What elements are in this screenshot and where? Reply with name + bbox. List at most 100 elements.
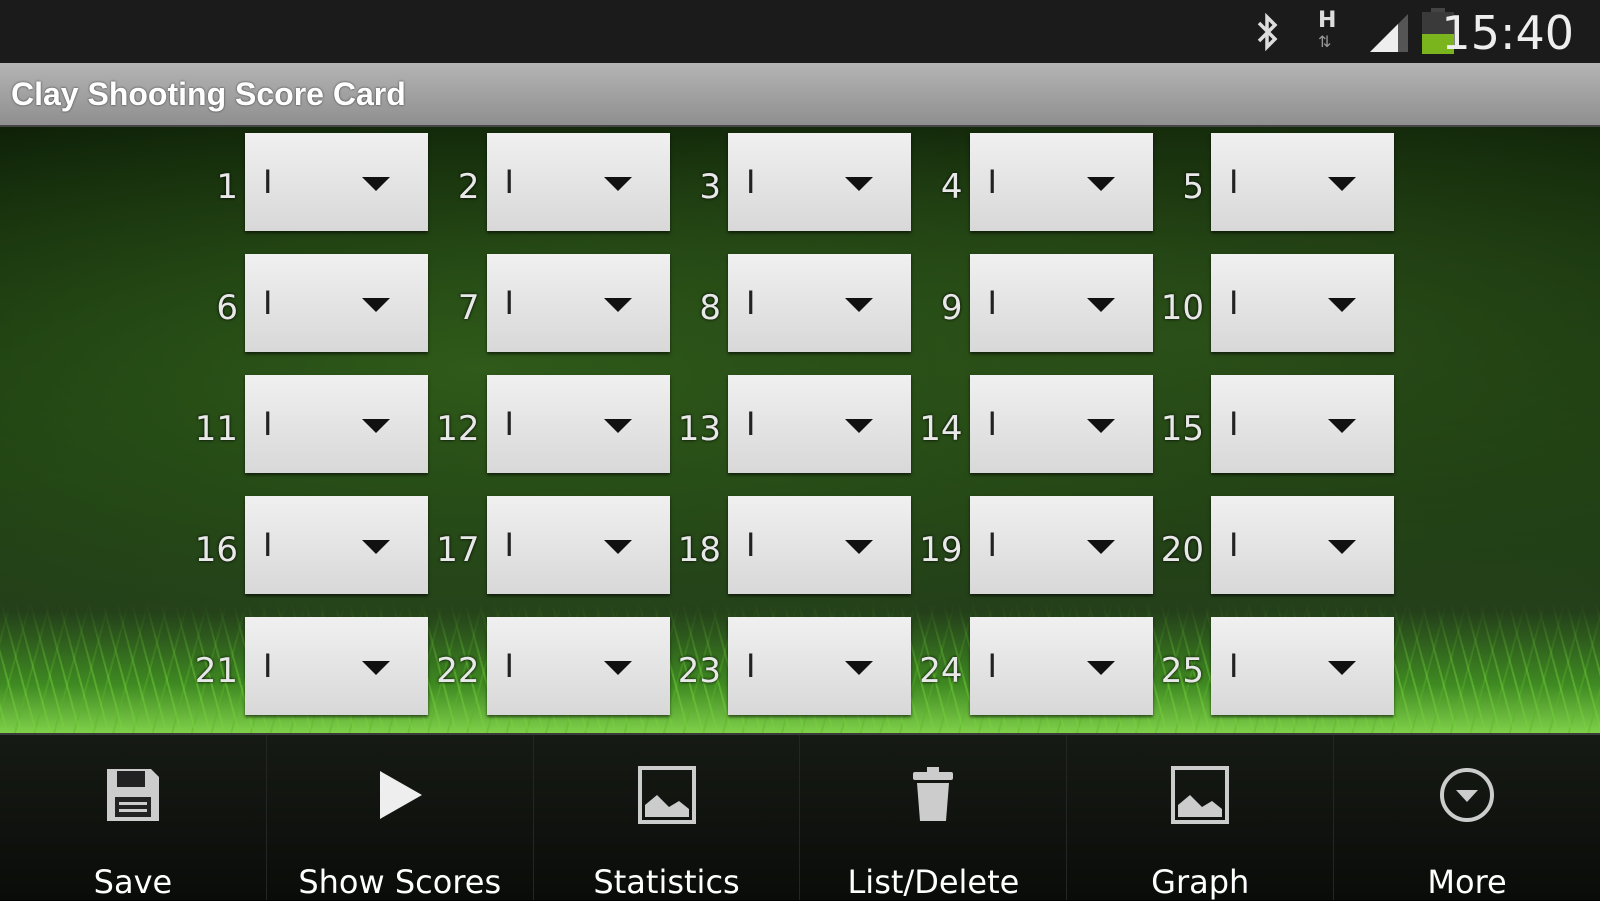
- score-spinner[interactable]: I: [1211, 375, 1394, 473]
- save-button[interactable]: Save: [0, 735, 266, 901]
- spinner-value: I: [987, 526, 997, 564]
- dropdown-arrow-icon: [1086, 661, 1115, 675]
- score-spinner[interactable]: I: [728, 133, 911, 231]
- action-label: Show Scores: [298, 863, 502, 901]
- score-spinner[interactable]: I: [1211, 617, 1394, 715]
- score-spinner[interactable]: I: [245, 375, 428, 473]
- dropdown-arrow-icon: [603, 661, 632, 675]
- score-spinner[interactable]: I: [1211, 254, 1394, 352]
- score-cell: 22 I: [430, 617, 670, 715]
- more-icon: [1437, 765, 1497, 825]
- spinner-value: I: [987, 647, 997, 685]
- score-spinner[interactable]: I: [486, 133, 670, 231]
- spinner-value: I: [504, 526, 514, 564]
- image-icon: [1170, 765, 1230, 825]
- spinner-value: I: [1229, 647, 1239, 685]
- score-spinner[interactable]: I: [969, 375, 1153, 473]
- spinner-value: I: [987, 405, 997, 443]
- list-delete-button[interactable]: List/Delete: [799, 735, 1066, 901]
- dropdown-arrow-icon: [1328, 298, 1356, 312]
- statistics-button[interactable]: Statistics: [532, 735, 800, 901]
- dropdown-arrow-icon: [1086, 540, 1115, 554]
- score-spinner[interactable]: I: [969, 617, 1153, 715]
- spinner-value: I: [746, 405, 756, 443]
- spinner-value: I: [263, 526, 273, 564]
- show-scores-button[interactable]: Show Scores: [265, 735, 533, 901]
- score-spinner[interactable]: I: [486, 617, 670, 715]
- score-cell: 6 I: [188, 254, 428, 352]
- score-spinner[interactable]: I: [728, 375, 911, 473]
- spinner-value: I: [504, 163, 514, 201]
- score-spinner[interactable]: I: [728, 254, 911, 352]
- spinner-value: I: [263, 647, 273, 685]
- spinner-value: I: [263, 405, 273, 443]
- dropdown-arrow-icon: [362, 540, 390, 554]
- score-spinner[interactable]: I: [245, 496, 428, 594]
- target-number: 8: [699, 288, 721, 328]
- score-cell: 7 I: [430, 254, 670, 352]
- target-number: 17: [436, 530, 480, 570]
- target-number: 7: [457, 288, 480, 328]
- score-cell: 25 I: [1154, 617, 1394, 715]
- spinner-value: I: [504, 405, 514, 443]
- dropdown-arrow-icon: [1328, 177, 1356, 191]
- score-cell: 19 I: [913, 496, 1153, 594]
- score-spinner[interactable]: I: [486, 375, 670, 473]
- target-number: 4: [940, 167, 963, 207]
- dropdown-arrow-icon: [603, 419, 632, 433]
- dropdown-arrow-icon: [603, 177, 632, 191]
- spinner-value: I: [1229, 284, 1239, 322]
- dropdown-arrow-icon: [1328, 419, 1356, 433]
- target-number: 12: [436, 409, 480, 449]
- clock: 15:40: [1441, 6, 1574, 60]
- action-bar: Clay Shooting Score Card: [0, 63, 1600, 127]
- score-spinner[interactable]: I: [728, 617, 911, 715]
- score-spinner[interactable]: I: [486, 254, 670, 352]
- score-cell: 13 I: [671, 375, 911, 473]
- score-spinner[interactable]: I: [969, 496, 1153, 594]
- target-number: 21: [194, 651, 238, 691]
- score-spinner[interactable]: I: [245, 133, 428, 231]
- score-cell: 8 I: [671, 254, 911, 352]
- spinner-value: I: [987, 284, 997, 322]
- target-number: 13: [677, 409, 721, 449]
- battery-icon: [1422, 8, 1454, 54]
- target-number: 22: [436, 651, 480, 691]
- target-number: 5: [1182, 167, 1204, 207]
- target-number: 15: [1160, 409, 1204, 449]
- target-number: 24: [919, 651, 963, 691]
- target-number: 11: [194, 409, 238, 449]
- spinner-value: I: [746, 526, 756, 564]
- score-spinner[interactable]: I: [245, 617, 428, 715]
- target-number: 18: [677, 530, 721, 570]
- dropdown-arrow-icon: [362, 177, 390, 191]
- spinner-value: I: [1229, 526, 1239, 564]
- score-cell: 15 I: [1154, 375, 1394, 473]
- spinner-value: I: [1229, 163, 1239, 201]
- score-spinner[interactable]: I: [969, 133, 1153, 231]
- score-cell: 4 I: [913, 133, 1153, 231]
- target-number: 6: [216, 288, 238, 328]
- score-spinner[interactable]: I: [1211, 133, 1394, 231]
- score-cell: 1 I: [188, 133, 428, 231]
- score-cell: 23 I: [671, 617, 911, 715]
- score-cell: 9 I: [913, 254, 1153, 352]
- spinner-value: I: [746, 284, 756, 322]
- dropdown-arrow-icon: [1086, 298, 1115, 312]
- score-spinner[interactable]: I: [1211, 496, 1394, 594]
- score-spinner[interactable]: I: [245, 254, 428, 352]
- image-icon: [637, 765, 697, 825]
- dropdown-arrow-icon: [362, 661, 390, 675]
- score-spinner[interactable]: I: [969, 254, 1153, 352]
- dropdown-arrow-icon: [1328, 661, 1356, 675]
- score-spinner[interactable]: I: [486, 496, 670, 594]
- dropdown-arrow-icon: [1328, 540, 1356, 554]
- graph-button[interactable]: Graph: [1066, 735, 1333, 901]
- score-cell: 20 I: [1154, 496, 1394, 594]
- target-number: 2: [457, 167, 480, 207]
- target-number: 25: [1160, 651, 1204, 691]
- save-icon: [103, 765, 163, 825]
- more-button[interactable]: More: [1333, 735, 1600, 901]
- score-spinner[interactable]: I: [728, 496, 911, 594]
